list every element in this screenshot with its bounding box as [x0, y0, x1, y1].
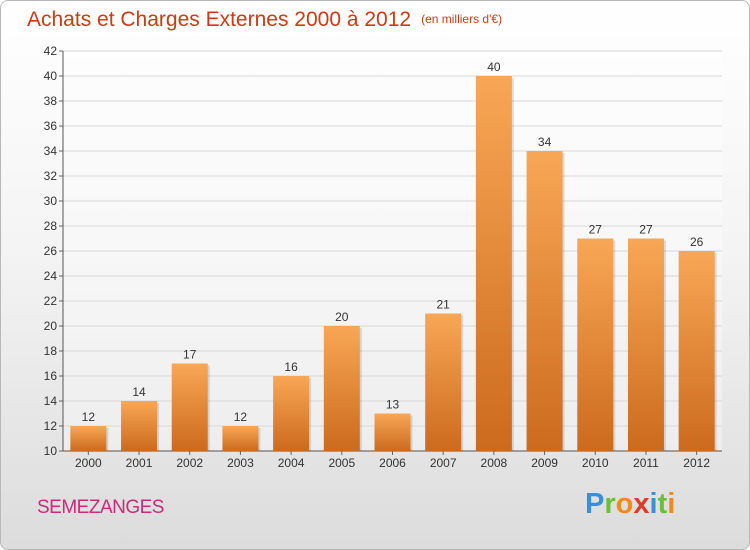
logo-letter: x — [633, 488, 650, 520]
proxiti-logo: Proxiti — [585, 488, 675, 521]
bar — [70, 426, 107, 451]
y-tick-label: 34 — [44, 144, 58, 158]
bar — [425, 313, 462, 451]
x-tick-label: 2008 — [481, 456, 508, 470]
x-tick-label: 2009 — [531, 456, 558, 470]
x-tick-label: 2003 — [227, 456, 254, 470]
y-tick-label: 18 — [44, 344, 58, 358]
x-tick-label: 2010 — [582, 456, 609, 470]
logo-letter: i — [649, 488, 658, 520]
y-tick-label: 12 — [44, 419, 58, 433]
bar-value-label: 34 — [538, 135, 552, 149]
bar-value-label: 27 — [639, 223, 653, 237]
bar-layer — [70, 76, 717, 451]
logo-letter: o — [615, 488, 634, 520]
bar — [678, 251, 715, 451]
bar-value-label: 21 — [437, 298, 451, 312]
x-tick-label: 2000 — [75, 456, 102, 470]
bar-value-label: 12 — [82, 410, 96, 424]
y-tick-label: 28 — [44, 219, 58, 233]
y-tick-label: 38 — [44, 94, 58, 108]
bar — [374, 413, 411, 451]
bar — [475, 76, 512, 451]
y-tick-label: 30 — [44, 194, 58, 208]
bar — [121, 401, 158, 451]
chart-title: Achats et Charges Externes 2000 à 2012 (e… — [27, 8, 502, 32]
bar-value-label: 13 — [386, 398, 400, 412]
bar — [526, 151, 563, 451]
y-tick-label: 26 — [44, 244, 58, 258]
bar — [627, 238, 664, 451]
bar — [273, 376, 310, 451]
logo-letter: r — [604, 488, 616, 520]
y-tick-label: 42 — [44, 44, 58, 58]
bar — [323, 326, 360, 451]
bar-value-label: 40 — [487, 60, 501, 74]
grid-layer — [63, 50, 722, 452]
x-tick-label: 2006 — [379, 456, 406, 470]
y-tick-label: 32 — [44, 169, 58, 183]
x-tick-label: 2007 — [430, 456, 457, 470]
bar-value-label: 12 — [234, 410, 248, 424]
x-tick-label: 2002 — [176, 456, 203, 470]
y-tick-label: 14 — [44, 394, 58, 408]
x-tick-label: 2012 — [683, 456, 710, 470]
bar — [222, 426, 259, 451]
chart-title-text: Achats et Charges Externes 2000 à 2012 — [27, 8, 412, 31]
x-tick-label: 2005 — [328, 456, 355, 470]
y-tick-label: 10 — [44, 444, 58, 458]
bar — [171, 363, 208, 451]
logo-letter: i — [667, 488, 676, 520]
y-tick-label: 16 — [44, 369, 58, 383]
bar-value-label: 17 — [183, 348, 197, 362]
bar-value-label: 16 — [284, 360, 298, 374]
bar-value-label: 20 — [335, 310, 349, 324]
x-tick-label: 2004 — [278, 456, 305, 470]
y-tick-label: 22 — [44, 294, 58, 308]
chart-unit: (en milliers d'€) — [421, 12, 503, 26]
logo-letter: t — [657, 488, 668, 520]
y-tick-label: 20 — [44, 319, 58, 333]
location-name: SEMEZANGES — [37, 497, 164, 518]
bar — [577, 238, 614, 451]
bar-value-label: 26 — [690, 235, 704, 249]
x-tick-label: 2011 — [633, 456, 659, 470]
y-tick-label: 24 — [44, 269, 58, 283]
label-layer: 12 14 17 12 16 20 13 21 40 34 27 27 26 — [82, 60, 704, 424]
y-tick-label: 40 — [44, 69, 58, 83]
logo-letter: P — [585, 488, 605, 520]
x-tick-label: 2001 — [126, 456, 153, 470]
bar-value-label: 14 — [132, 385, 146, 399]
bar-value-label: 27 — [589, 223, 603, 237]
y-tick-label: 36 — [44, 119, 58, 133]
